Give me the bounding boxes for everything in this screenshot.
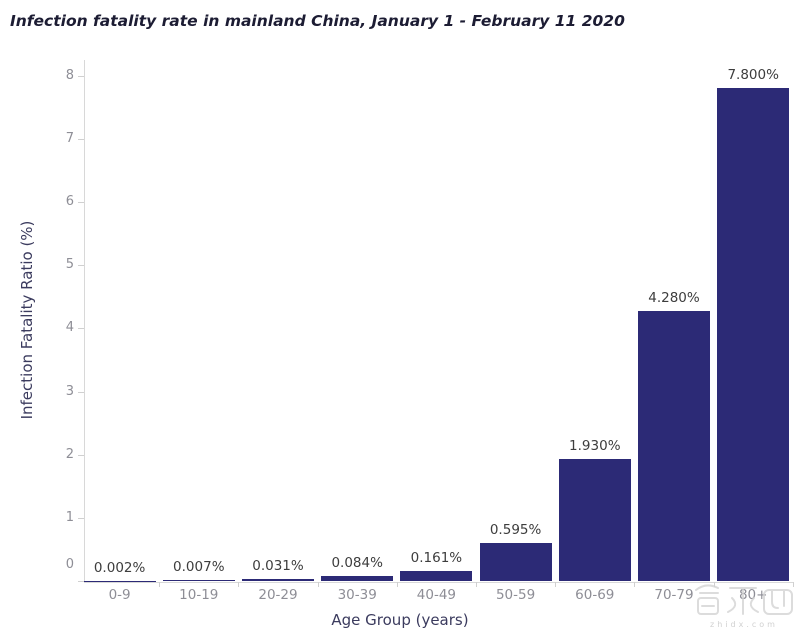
x-tick-mark xyxy=(159,582,160,587)
bar-value-label: 0.161% xyxy=(410,549,463,566)
y-tick-mark xyxy=(78,518,84,519)
bar-value-label: 0.031% xyxy=(252,558,304,575)
y-tick-label: 1 xyxy=(65,510,74,525)
bar[interactable] xyxy=(638,310,710,581)
x-tick-mark xyxy=(397,582,398,587)
y-tick-mark xyxy=(78,139,84,140)
x-tick-label: 40-49 xyxy=(416,587,456,603)
y-tick-mark xyxy=(78,455,84,456)
bar[interactable] xyxy=(400,570,473,581)
x-tick-mark xyxy=(318,582,319,587)
bar-value-label: 1.930% xyxy=(569,438,621,455)
y-tick-label: 6 xyxy=(65,194,74,209)
y-tick-label: 4 xyxy=(65,320,74,335)
y-tick-label: 7 xyxy=(65,131,74,146)
x-tick-label: 60-69 xyxy=(575,587,615,603)
y-tick-label: 8 xyxy=(65,68,74,83)
bar-value-label: 0.002% xyxy=(93,559,146,576)
x-tick-mark xyxy=(793,582,794,587)
bar[interactable] xyxy=(717,88,790,581)
x-tick-label: 20-29 xyxy=(258,587,298,603)
y-tick-mark xyxy=(78,76,84,77)
x-tick-mark xyxy=(555,582,556,587)
x-axis-line xyxy=(84,582,793,583)
bar-value-label: 7.800% xyxy=(727,67,779,84)
y-tick-mark xyxy=(78,328,84,329)
x-tick-label: 50-59 xyxy=(495,587,536,603)
x-tick-label: 0-9 xyxy=(108,587,131,603)
bar-value-label: 0.007% xyxy=(173,558,225,575)
bar-value-label: 0.595% xyxy=(489,522,542,539)
y-tick-mark xyxy=(78,202,84,203)
y-axis-line xyxy=(84,60,85,583)
x-tick-label: 30-39 xyxy=(337,587,377,603)
bar[interactable] xyxy=(162,579,235,581)
y-tick-label: 3 xyxy=(65,384,74,399)
bar[interactable] xyxy=(479,543,552,581)
y-tick-label: 5 xyxy=(65,257,74,272)
bar[interactable] xyxy=(558,459,631,581)
watermark-url: zhidx.com xyxy=(710,620,778,629)
bar[interactable] xyxy=(321,575,394,581)
x-tick-mark xyxy=(238,582,239,587)
y-tick-mark xyxy=(78,581,84,582)
x-tick-label: 80+ xyxy=(738,587,768,603)
x-tick-label: 10-19 xyxy=(179,587,219,603)
bar[interactable] xyxy=(242,579,314,581)
y-tick-label: 2 xyxy=(65,447,74,462)
bar-value-label: 0.084% xyxy=(331,554,383,571)
x-tick-label: 70-79 xyxy=(654,587,694,603)
y-tick-mark xyxy=(78,392,84,393)
x-tick-mark xyxy=(634,582,635,587)
bar-value-label: 4.280% xyxy=(648,289,700,306)
x-tick-mark xyxy=(476,582,477,587)
y-tick-label: 0 xyxy=(65,557,74,572)
x-axis-title: Age Group (years) xyxy=(331,611,469,629)
y-tick-mark xyxy=(78,265,84,266)
chart-title: Infection fatality rate in mainland Chin… xyxy=(10,12,625,30)
